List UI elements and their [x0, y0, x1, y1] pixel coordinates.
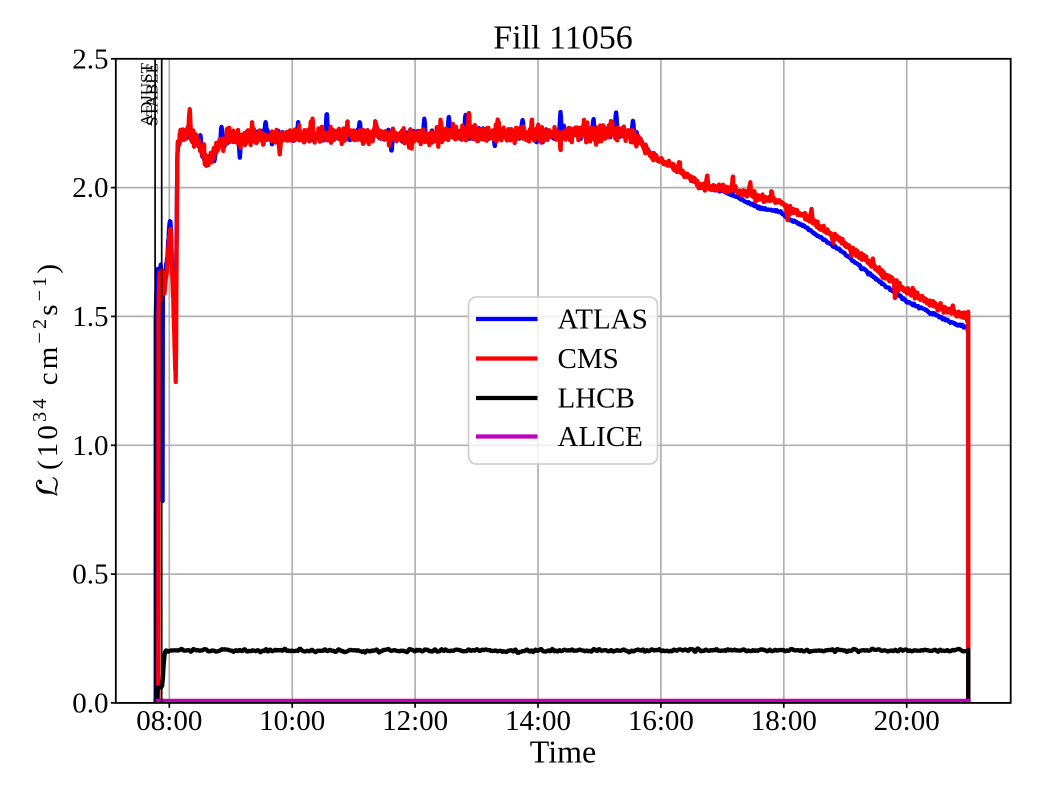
svg-text:08:00: 08:00 [136, 705, 202, 737]
svg-text:1.0: 1.0 [72, 430, 108, 462]
svg-text:ADJUST: ADJUST [137, 62, 156, 126]
svg-text:10:00: 10:00 [259, 705, 325, 737]
svg-text:LHCB: LHCB [558, 383, 635, 415]
svg-text:Fill 11056: Fill 11056 [493, 20, 633, 57]
svg-text:0.5: 0.5 [72, 559, 108, 591]
svg-text:CMS: CMS [558, 343, 619, 375]
svg-text:14:00: 14:00 [505, 705, 571, 737]
svg-text:ATLAS: ATLAS [558, 304, 648, 336]
svg-text:ALICE: ALICE [558, 421, 643, 453]
svg-text:Time: Time [530, 733, 596, 769]
svg-text:0.0: 0.0 [72, 688, 108, 720]
svg-text:1.5: 1.5 [72, 301, 108, 333]
svg-text:STABLE: STABLE [142, 63, 161, 126]
svg-text:20:00: 20:00 [874, 705, 940, 737]
svg-text:12:00: 12:00 [382, 705, 448, 737]
svg-text:2.0: 2.0 [72, 172, 108, 204]
svg-text:2.5: 2.5 [72, 43, 108, 75]
svg-text:18:00: 18:00 [751, 705, 817, 737]
svg-text:16:00: 16:00 [628, 705, 694, 737]
